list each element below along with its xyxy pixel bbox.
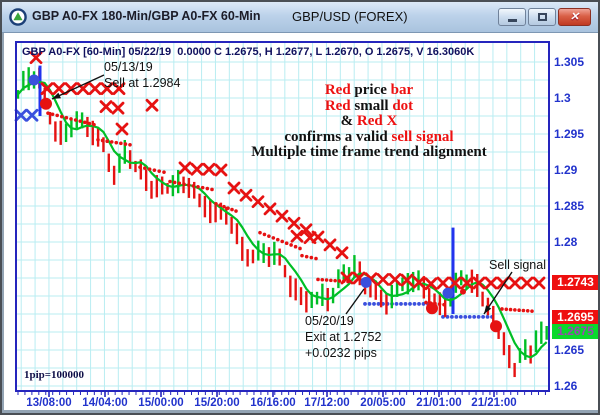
app-logo-icon bbox=[9, 8, 27, 26]
close-button[interactable]: ✕ bbox=[558, 8, 591, 26]
close-icon: ✕ bbox=[569, 10, 580, 23]
minimize-icon bbox=[507, 19, 517, 22]
restore-button[interactable] bbox=[528, 8, 556, 26]
window-controls: ✕ bbox=[498, 8, 591, 26]
title-bar: GBP A0-FX 180-Min/GBP A0-FX 60-Min GBP/U… bbox=[2, 2, 598, 33]
minimize-button[interactable] bbox=[498, 8, 526, 26]
chart-background bbox=[4, 32, 598, 410]
window-title: GBP A0-FX 180-Min/GBP A0-FX 60-Min bbox=[32, 9, 261, 23]
restore-icon bbox=[537, 13, 547, 21]
symbol-title: GBP/USD (FOREX) bbox=[292, 9, 408, 24]
